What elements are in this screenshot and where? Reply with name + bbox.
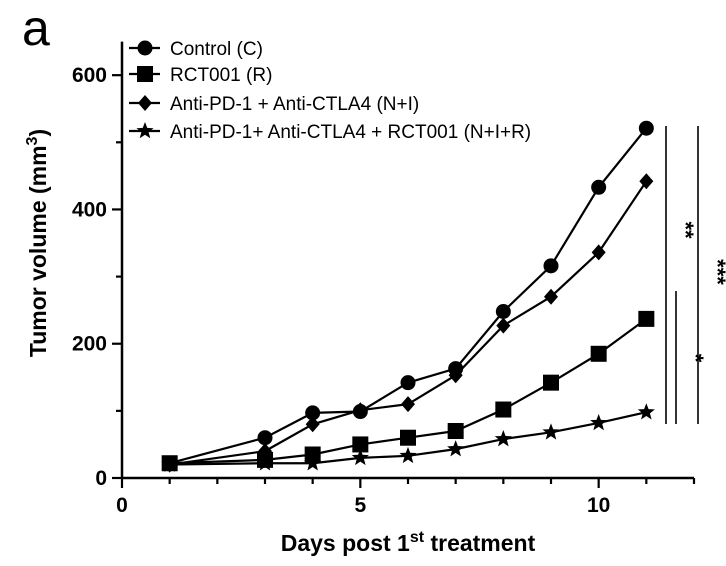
significance-brackets: ****** — [665, 126, 726, 424]
data-point — [258, 443, 272, 460]
data-point — [304, 454, 322, 471]
data-point — [639, 173, 654, 190]
series-line — [169, 411, 647, 466]
data-point — [401, 396, 415, 413]
x-tick-label: 5 — [354, 494, 366, 517]
axes: 0 200 400 600 0 5 10 — [72, 41, 696, 517]
y-tick-label: 600 — [72, 64, 107, 87]
significance-label: *** — [705, 259, 726, 285]
y-tick-label: 200 — [72, 333, 107, 356]
legend-label: Anti-PD-1 + Anti-CTLA4 (N+I) — [170, 94, 419, 115]
data-point — [256, 454, 274, 471]
series-4 — [161, 403, 655, 472]
y-tick-label: 0 — [95, 467, 107, 490]
legend-label: Anti-PD-1+ Anti-CTLA4 + RCT001 (N+I+R) — [170, 122, 531, 143]
data-point — [543, 374, 559, 391]
panel-label: a — [22, 0, 50, 56]
legend-label: Control (C) — [170, 39, 263, 60]
data-point — [494, 430, 512, 447]
data-point — [399, 446, 417, 464]
data-point — [447, 440, 465, 457]
data-point — [353, 402, 368, 419]
data-point — [400, 375, 416, 391]
significance-label: ** — [673, 221, 698, 239]
legend-entry: Control (C) — [129, 39, 263, 60]
data-point — [305, 416, 320, 433]
legend-entry: Anti-PD-1+ Anti-CTLA4 + RCT001 (N+I+R) — [129, 122, 531, 143]
series-1 — [162, 120, 654, 471]
series-line — [169, 180, 648, 466]
x-tick-label: 10 — [587, 494, 610, 517]
data-point — [352, 436, 369, 453]
data-point — [544, 288, 558, 305]
legend-entry: Anti-PD-1 + Anti-CTLA4 (N+I) — [129, 94, 419, 115]
data-point — [305, 405, 321, 421]
data-point — [496, 317, 511, 334]
legend: Control (C) RCT001 (R) Anti-PD-1 + Anti-CT… — [129, 39, 531, 143]
data-point — [495, 303, 511, 319]
data-point — [448, 367, 463, 384]
data-point — [591, 244, 606, 261]
data-point — [543, 258, 559, 274]
data-point — [638, 310, 655, 327]
data-point — [542, 423, 560, 440]
y-tick-label: 400 — [72, 198, 107, 221]
data-point — [638, 120, 654, 136]
y-axis-title: Tumor volume (mm3) — [24, 129, 51, 357]
series-layer — [161, 120, 655, 473]
series-line — [169, 317, 647, 465]
significance-label: * — [683, 354, 708, 363]
data-point — [257, 430, 273, 446]
data-point — [637, 403, 655, 420]
x-axis-title: Days post 1st treatment — [281, 529, 536, 556]
legend-marker — [137, 40, 153, 56]
data-point — [400, 429, 416, 446]
data-point — [161, 455, 179, 472]
data-point — [590, 345, 607, 362]
series-line — [169, 127, 648, 465]
data-point — [495, 401, 512, 418]
data-point — [351, 448, 369, 466]
data-point — [447, 423, 464, 440]
legend-marker — [137, 66, 153, 82]
legend-marker — [138, 95, 152, 111]
legend-label: RCT001 (R) — [170, 65, 272, 86]
data-point — [591, 179, 607, 195]
series-3 — [162, 173, 654, 473]
x-tick-label: 0 — [116, 494, 128, 517]
legend-entry: RCT001 (R) — [129, 65, 272, 86]
data-point — [590, 413, 608, 431]
legend-marker — [136, 122, 154, 139]
